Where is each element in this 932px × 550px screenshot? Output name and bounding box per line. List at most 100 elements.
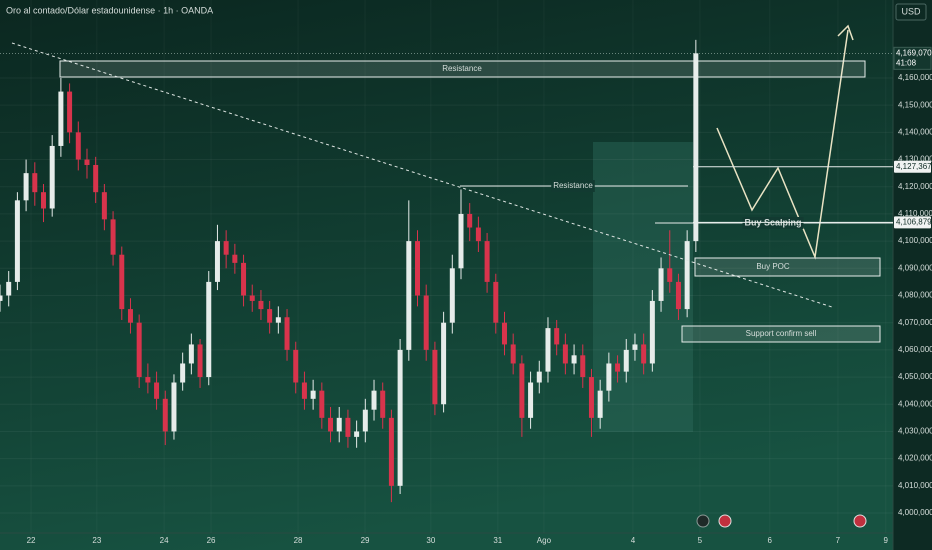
candle-body	[475, 227, 481, 242]
candle-body	[49, 145, 55, 209]
y-tick-label: 4,120,000	[898, 182, 932, 191]
y-tick-label: 4,060,000	[898, 345, 932, 354]
candle-body	[301, 382, 307, 399]
currency-label[interactable]: USD	[901, 6, 921, 16]
projection-arrowhead	[837, 24, 854, 41]
candle-body	[0, 295, 3, 301]
candle-body	[328, 417, 334, 432]
candle-body	[684, 241, 690, 310]
candle-body	[232, 254, 238, 263]
annotation-box	[681, 325, 881, 343]
candle-body	[397, 349, 403, 486]
candle-body	[467, 213, 473, 228]
grid-layer	[0, 77, 893, 514]
candle-body	[388, 417, 394, 486]
x-tick-label: 9	[884, 536, 889, 545]
candle-body	[597, 390, 603, 418]
x-tick-label: 26	[207, 536, 216, 545]
candle-body	[180, 363, 186, 383]
candle-body	[119, 254, 125, 310]
candle-body	[562, 344, 568, 364]
candle-body	[493, 281, 499, 323]
candle-body	[519, 363, 525, 418]
annotation-box	[694, 257, 881, 277]
candle-body	[40, 192, 46, 209]
candle-body	[415, 241, 421, 296]
candle-body	[693, 53, 699, 242]
candle-body	[632, 344, 638, 350]
candle-body	[571, 355, 577, 364]
candle-body	[458, 213, 464, 269]
candle-body	[354, 431, 360, 437]
x-tick-label: 29	[361, 536, 370, 545]
price-label: 4,127,367	[896, 162, 932, 171]
candle-body	[371, 390, 377, 410]
x-tick-label: 28	[294, 536, 303, 545]
x-tick-label: 31	[493, 536, 502, 545]
candle-body	[101, 192, 107, 220]
candle-body	[501, 322, 507, 345]
candle-body	[441, 322, 447, 405]
chart-title: Oro al contado/Dólar estadounidense · 1h…	[6, 5, 213, 15]
annotation-label-bg	[742, 217, 804, 229]
candle-body	[362, 409, 368, 432]
candle-body	[588, 377, 594, 418]
candle-body	[406, 241, 412, 350]
price-label-bg	[894, 216, 931, 229]
x-tick-label: 23	[92, 536, 101, 545]
y-tick-label: 4,090,000	[898, 263, 932, 272]
annotation-box	[59, 60, 866, 78]
candle-body	[675, 281, 681, 310]
candle-body	[249, 295, 255, 301]
candle-body	[623, 349, 629, 372]
x-tick-label: 6	[768, 536, 773, 545]
candle-body	[58, 91, 64, 146]
price-label-bg	[894, 160, 931, 173]
candle-body	[293, 349, 299, 383]
candle-body	[267, 309, 273, 323]
y-tick-label: 4,110,000	[898, 209, 932, 218]
candle-body	[145, 377, 151, 383]
candle-body	[136, 322, 142, 378]
y-tick-label: 4,030,000	[898, 427, 932, 436]
x-tick-label: Ago	[537, 536, 552, 545]
candle-body	[528, 382, 534, 418]
candle-body	[127, 309, 133, 323]
candle-body	[484, 241, 490, 282]
current-price-label: 4,169,070	[896, 48, 932, 57]
candle-body	[432, 349, 438, 405]
event-icon[interactable]	[718, 514, 732, 528]
candle-body	[258, 300, 264, 310]
annotation-label: Resistance	[553, 181, 593, 190]
candle-body	[423, 295, 429, 350]
candle-body	[32, 173, 38, 193]
candle-body	[536, 371, 542, 383]
candle-body	[223, 241, 229, 255]
candle-body	[641, 344, 647, 364]
candle-body	[554, 328, 560, 345]
currency-button[interactable]	[895, 3, 927, 21]
y-tick-label: 4,000,000	[898, 508, 932, 517]
candle-body	[275, 317, 281, 323]
event-icon[interactable]	[853, 514, 867, 528]
candles-layer	[0, 39, 699, 503]
y-tick-label: 4,140,000	[898, 127, 932, 136]
price-label: 4,106,879	[896, 218, 932, 227]
candle-body	[206, 281, 212, 378]
projection-path	[716, 29, 849, 260]
annotation-label: Buy POC	[756, 262, 790, 271]
x-tick-label: 4	[631, 536, 636, 545]
candle-body	[23, 173, 29, 201]
candle-body	[649, 300, 655, 364]
event-icon[interactable]	[696, 514, 710, 528]
candle-body	[284, 317, 290, 350]
y-tick-label: 4,020,000	[898, 454, 932, 463]
x-tick-label: 30	[426, 536, 435, 545]
candle-body	[510, 344, 516, 364]
countdown-label: 41:08	[896, 58, 917, 67]
y-tick-label: 4,070,000	[898, 318, 932, 327]
candle-body	[67, 91, 73, 133]
